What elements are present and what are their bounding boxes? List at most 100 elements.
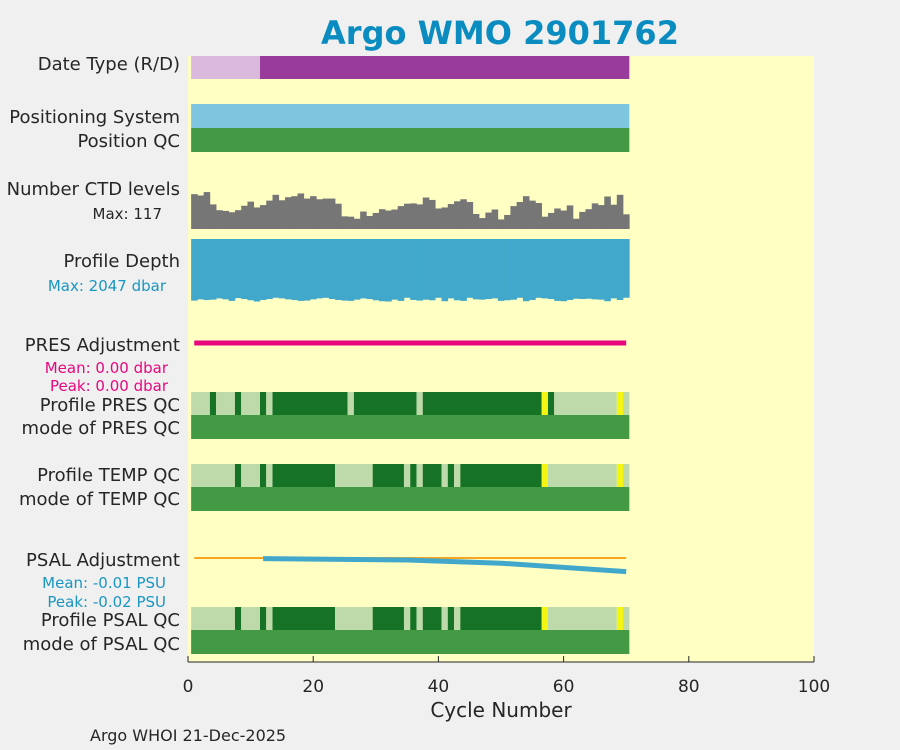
ctd-level-bar [222, 210, 229, 229]
ctd-level-bar [460, 199, 467, 229]
temp-qc-segment [541, 464, 548, 487]
mode-pres-qc-label: mode of PRES QC [22, 418, 180, 439]
pres-qc-segment [241, 392, 260, 415]
profile-depth-bar [472, 239, 480, 300]
ctd-level-bar [466, 201, 474, 229]
profile-depth-bar [272, 239, 280, 298]
ctd-level-bar [228, 212, 236, 229]
profile-depth-bar [466, 239, 474, 298]
temp-qc-segment [410, 464, 417, 487]
profile-depth-bar [403, 239, 411, 298]
profile-depth-bar [623, 239, 630, 298]
ctd-level-bar [353, 218, 361, 229]
ctd-level-bar [497, 219, 505, 229]
ctd-level-bar [579, 211, 586, 229]
psal-qc-segment [403, 607, 411, 630]
pres-qc-segment [353, 392, 417, 415]
profile-depth-bar [322, 239, 330, 298]
ctd-level-bar [441, 207, 449, 229]
psal-qc-segment [272, 607, 336, 630]
temp-qc-segment [616, 464, 624, 487]
temp-qc-segment [422, 464, 442, 487]
ctd-level-bar [259, 205, 267, 229]
ctd-levels-max: Max: 117 [93, 205, 162, 223]
ctd-level-bar [360, 211, 367, 229]
ctd-level-bar [529, 200, 536, 229]
ctd-level-bar [322, 198, 330, 229]
ctd-level-bar [209, 204, 217, 229]
ctd-level-bar [347, 216, 355, 229]
profile-depth-bar [554, 239, 561, 301]
profile-depth-bar [360, 239, 367, 299]
ctd-level-bar [422, 197, 430, 229]
ctd-level-bar [316, 199, 323, 229]
profile-depth-bar [441, 239, 449, 302]
ctd-level-bar [397, 206, 405, 229]
pres-qc-segment [266, 392, 273, 415]
pres-qc-segment [347, 392, 354, 415]
ctd-level-bar [560, 210, 568, 229]
ctd-level-bar [203, 192, 211, 229]
profile-depth-bar [291, 239, 298, 300]
ctd-level-bar [416, 204, 424, 229]
temp-qc-mode-bar [191, 487, 630, 511]
ctd-level-bar [504, 214, 511, 229]
ctd-level-bar [572, 218, 580, 229]
profile-depth-bar [216, 239, 223, 299]
pres-qc-segment [272, 392, 348, 415]
ctd-level-bar [303, 198, 311, 229]
psal-qc-segment [191, 607, 235, 630]
temp-qc-segment [547, 464, 617, 487]
ctd-level-bar [266, 200, 273, 229]
psal-qc-segment [460, 607, 542, 630]
profile-depth-bar [566, 239, 574, 300]
profile-depth-bar [447, 239, 455, 299]
temp-qc-segment [416, 464, 423, 487]
profile-depth-bar [285, 239, 292, 300]
footer-text: Argo WHOI 21-Dec-2025 [90, 726, 286, 745]
profile-depth-bar [328, 239, 336, 300]
profile-depth-bar [228, 239, 236, 301]
temp-qc-segment [623, 464, 630, 487]
date-type-segment-R [191, 56, 260, 79]
psal-qc-segment [241, 607, 260, 630]
ctd-level-bar [403, 203, 411, 229]
profile-depth-bar [347, 239, 355, 301]
profile-temp-qc-label: Profile TEMP QC [37, 465, 180, 486]
ctd-level-bar [310, 196, 317, 229]
ctd-level-bar [566, 205, 574, 229]
psal-adjustment-mean: Mean: -0.01 PSU [42, 574, 166, 592]
ctd-level-bar [191, 194, 198, 229]
ctd-level-bar [372, 212, 380, 229]
profile-depth-bar [385, 239, 392, 302]
pres-qc-segment [416, 392, 423, 415]
psal-adjustment-label: PSAL Adjustment [26, 550, 180, 571]
ctd-level-bar [335, 203, 342, 229]
profile-depth-bar [241, 239, 248, 300]
ctd-level-bar [410, 203, 417, 229]
ctd-level-bar [604, 196, 611, 229]
ctd-level-bar [479, 218, 486, 229]
profile-depth-bar [353, 239, 361, 300]
profile-depth-bar [497, 239, 505, 301]
psal-qc-segment [547, 607, 617, 630]
psal-qc-segment [616, 607, 624, 630]
psal-qc-segment [416, 607, 423, 630]
psal-qc-segment [441, 607, 448, 630]
ctd-level-bar [454, 201, 461, 229]
psal-adjustment-line [263, 556, 627, 575]
pres-qc-segment [234, 392, 242, 415]
ctd-level-bar [510, 206, 517, 229]
temp-qc-segment [272, 464, 336, 487]
ctd-level-bar [278, 200, 286, 229]
profile-depth-bar [485, 239, 492, 300]
pres-adjustment-mean: Mean: 0.00 dbar [45, 359, 169, 377]
pres-qc-segment [623, 392, 630, 415]
psal-qc-segment [335, 607, 373, 630]
profile-depth-bar [547, 239, 555, 300]
ctd-level-bar [341, 216, 348, 229]
profile-depth-bar [197, 239, 204, 300]
psal-qc-segment [372, 607, 404, 630]
ctd-level-bar [297, 193, 305, 229]
profile-depth-bar [391, 239, 399, 300]
